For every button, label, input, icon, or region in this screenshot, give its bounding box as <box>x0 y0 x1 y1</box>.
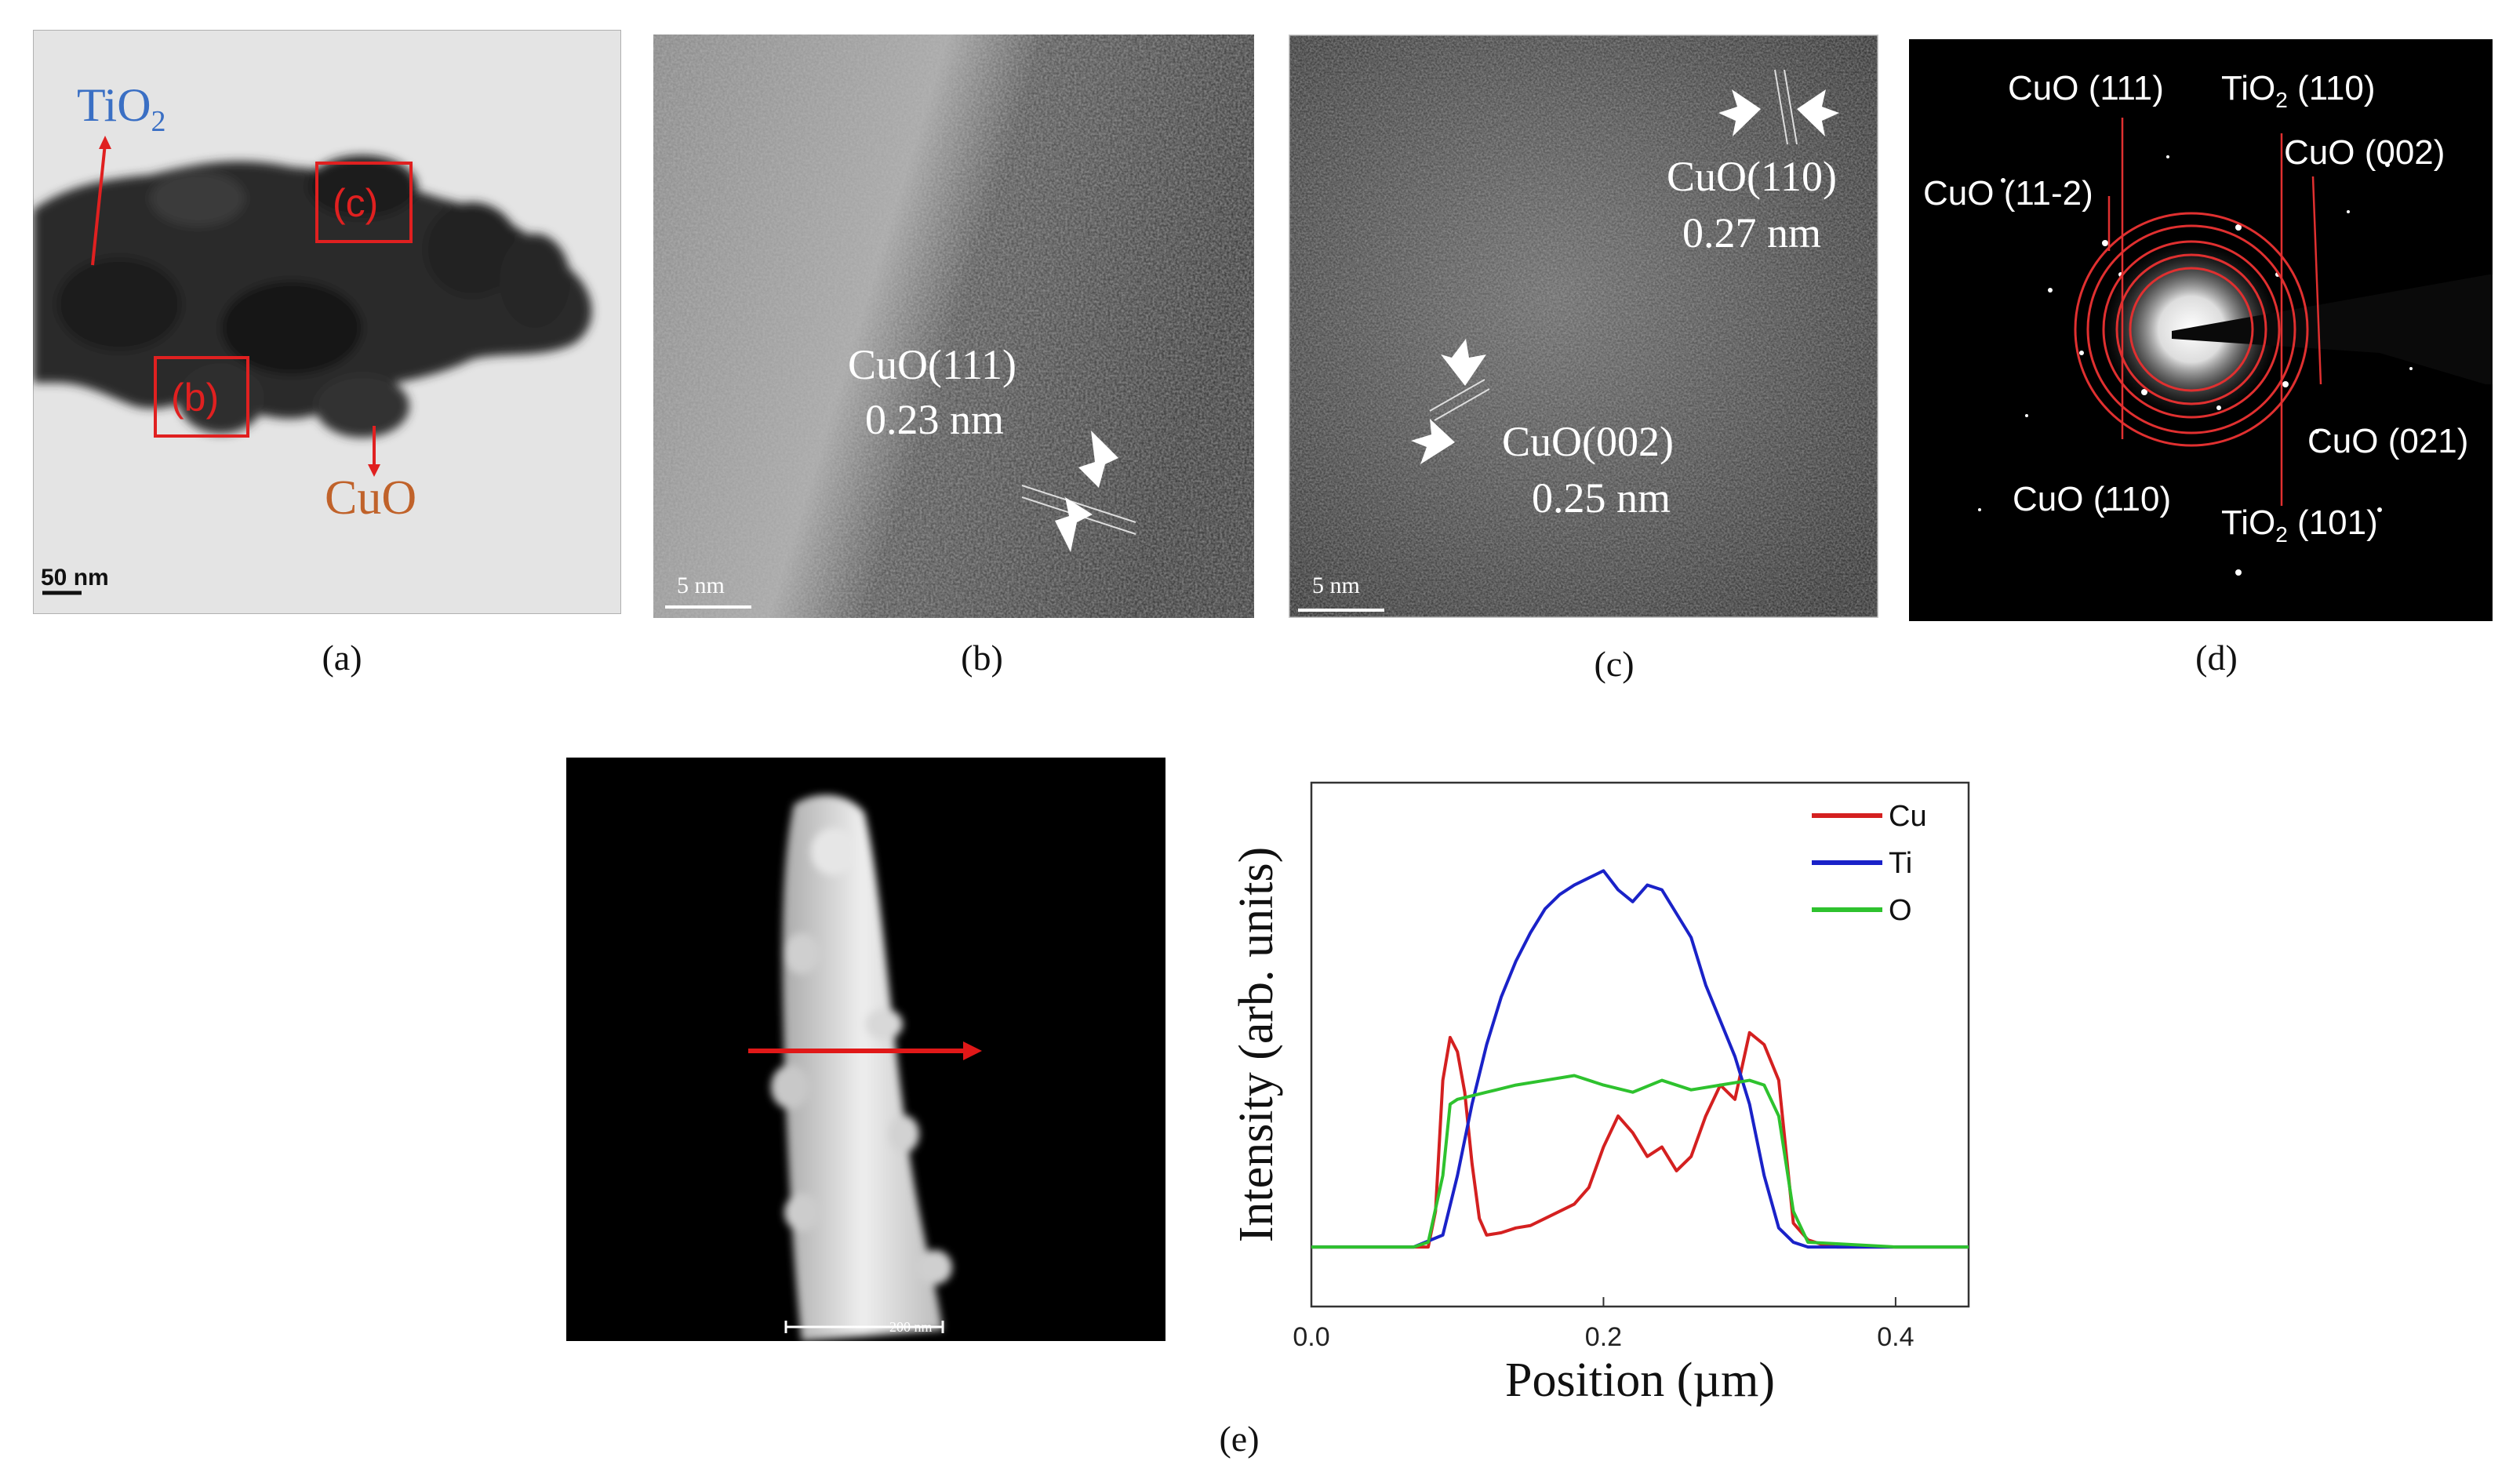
saed-label-tio2-101: TiO2 (101) <box>2221 503 2378 547</box>
lattice-arrow-c-top-right <box>1797 89 1839 136</box>
series-line-cu <box>1311 1030 1969 1249</box>
spacing-label-c-top: 0.27 nm <box>1682 209 1822 256</box>
lattice-arrow-c-top-left <box>1718 89 1761 136</box>
plot-frame <box>1310 781 1970 1308</box>
panel-d-saed: CuO (111) TiO2 (110) CuO (11-2) CuO (002… <box>1909 39 2493 621</box>
series-line-o <box>1311 1074 1969 1249</box>
x-tick-label: 0.2 <box>1585 1322 1622 1352</box>
plane-label-c-mid: CuO(002) <box>1502 418 1674 465</box>
saed-label-cuo-11-2: CuO (11-2) <box>1923 174 2093 213</box>
caption-e: (e) <box>1219 1419 1260 1459</box>
tio2-pointer-arrow <box>91 143 107 266</box>
panel-b-hrtem: CuO(111) 0.23 nm 5 nm <box>653 35 1254 618</box>
beam-stop <box>2172 274 2493 384</box>
spacing-label-b: 0.23 nm <box>865 396 1005 443</box>
caption-a: (a) <box>322 638 362 678</box>
legend-label-o: O <box>1889 894 1912 927</box>
cuo-label: CuO <box>325 471 417 525</box>
lattice-arrow-c-mid-bottom <box>1411 419 1455 464</box>
scalebar-c-label: 5 nm <box>1312 572 1360 598</box>
x-axis-label: Position (µm) <box>1505 1354 1775 1407</box>
plane-label-b: CuO(111) <box>848 341 1016 388</box>
legend-label-ti: Ti <box>1889 847 1912 880</box>
nanowire <box>771 794 952 1341</box>
series-line-ti <box>1311 869 1969 1249</box>
lattice-arrow-top <box>1078 431 1118 488</box>
nanostructure-blob <box>33 155 592 438</box>
scalebar-a-label: 50 nm <box>41 565 109 591</box>
panel-a-tem-image: TiO2 (c) (b) CuO 50 nm <box>33 30 621 614</box>
diffraction-rings <box>2074 212 2309 447</box>
box-c-label: (c) <box>333 181 379 225</box>
box-c <box>315 162 413 243</box>
caption-c: (c) <box>1594 644 1635 684</box>
ring-index-pointers <box>2107 118 2322 506</box>
saed-label-tio2-110: TiO2 (110) <box>2221 69 2376 112</box>
caption-d: (d) <box>2195 638 2238 678</box>
x-tick-label: 0.4 <box>1877 1322 1914 1352</box>
lattice-arrow-bottom <box>1055 497 1093 552</box>
panel-c-hrtem: CuO(110) 0.27 nm CuO(002) 0.25 nm 5 nm <box>1289 35 1878 618</box>
plane-label-c-top: CuO(110) <box>1667 153 1837 200</box>
x-tick-label: 0.0 <box>1293 1322 1329 1352</box>
panel-e-linescan-chart: 0.0 0.2 0.4 Cu Ti O Position (µm) Intensity … <box>1208 753 2008 1427</box>
caption-b: (b) <box>961 638 1003 678</box>
y-axis-label: Intensity (arb. units) <box>1230 847 1283 1243</box>
scalebar-b-label: 5 nm <box>677 572 725 598</box>
box-b-label: (b) <box>171 376 220 420</box>
box-b <box>154 356 249 438</box>
panel-e-stem-image: 200 nm <box>566 758 1165 1341</box>
lattice-arrow-c-mid-top <box>1441 339 1486 386</box>
tio2-label: TiO2 <box>77 79 166 138</box>
diffraction-spots <box>1978 155 2413 576</box>
saed-label-cuo-021: CuO (021) <box>2307 422 2469 460</box>
saed-label-cuo-002: CuO (002) <box>2284 133 2445 172</box>
saed-label-cuo-111: CuO (111) <box>2008 69 2164 107</box>
spacing-label-c-mid: 0.25 nm <box>1532 474 1671 522</box>
saed-label-cuo-110: CuO (110) <box>2013 480 2172 518</box>
scalebar-e-label: 200 nm <box>889 1319 933 1335</box>
legend-label-cu: Cu <box>1889 800 1927 833</box>
